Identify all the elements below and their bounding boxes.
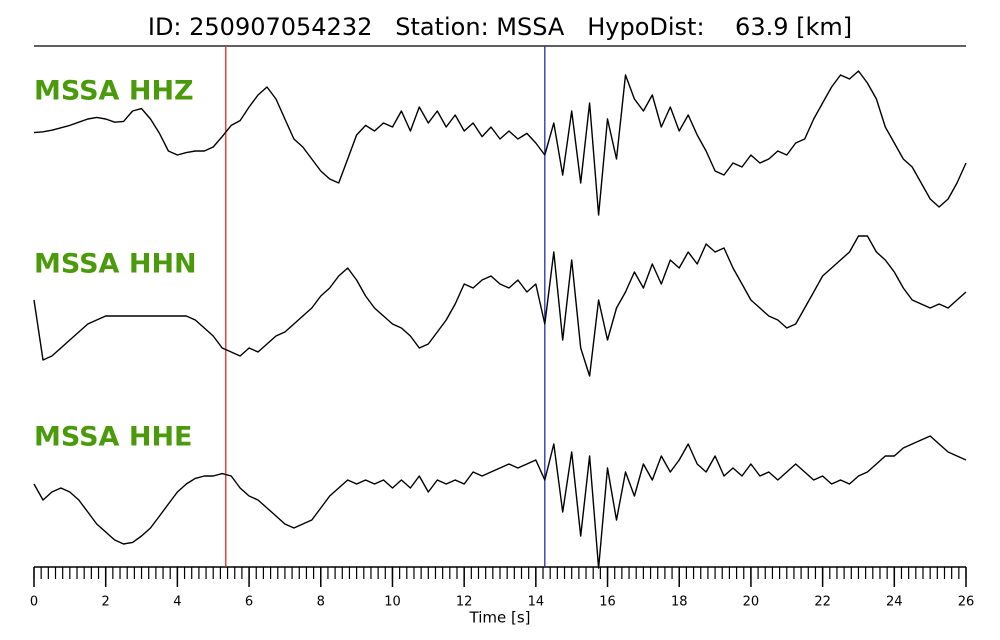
x-tick-label: 10 bbox=[384, 595, 401, 610]
x-tick-label: 0 bbox=[30, 595, 38, 610]
x-tick-label: 4 bbox=[173, 595, 181, 610]
x-tick-label: 22 bbox=[814, 595, 831, 610]
waveform bbox=[33, 435, 967, 569]
x-tick-label: 20 bbox=[743, 595, 760, 610]
x-tick-label: 14 bbox=[528, 595, 545, 610]
x-axis-label: Time [s] bbox=[469, 609, 531, 627]
x-tick-label: 18 bbox=[671, 595, 688, 610]
channel-label: MSSA HHE bbox=[34, 422, 192, 453]
x-tick-label: 2 bbox=[102, 595, 110, 610]
x-tick-label: 24 bbox=[886, 595, 903, 610]
channel-label: MSSA HHN bbox=[34, 249, 197, 280]
x-tick-label: 12 bbox=[456, 595, 473, 610]
waveform bbox=[33, 70, 967, 216]
x-tick-label: 26 bbox=[958, 595, 975, 610]
waveform bbox=[33, 235, 967, 377]
chart-title: ID: 250907054232 Station: MSSA HypoDist:… bbox=[148, 13, 852, 41]
x-tick-label: 6 bbox=[245, 595, 253, 610]
x-tick-label: 16 bbox=[599, 595, 616, 610]
channel-label: MSSA HHZ bbox=[34, 76, 194, 107]
x-tick-label: 8 bbox=[317, 595, 325, 610]
